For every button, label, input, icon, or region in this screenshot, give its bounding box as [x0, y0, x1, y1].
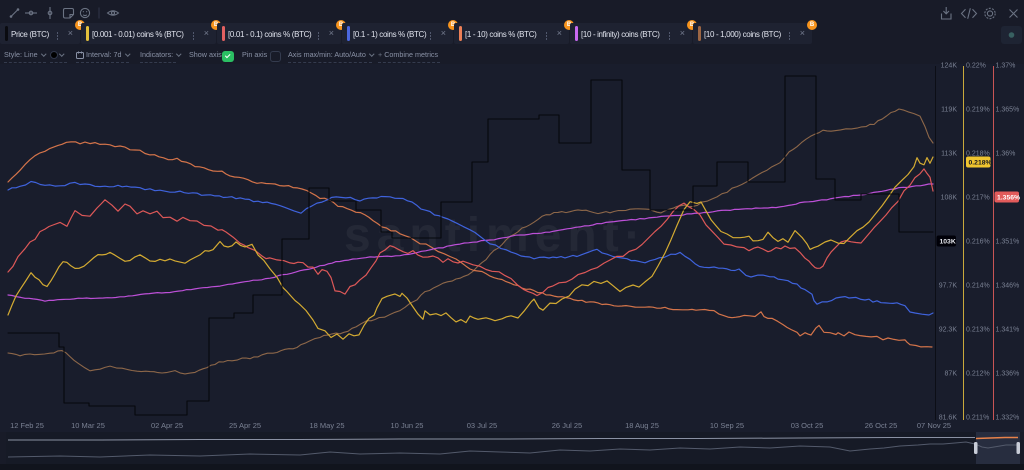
svg-text:18 Aug 25: 18 Aug 25 [625, 421, 659, 430]
svg-text:26 Jul 25: 26 Jul 25 [552, 421, 582, 430]
svg-text:1.365%: 1.365% [996, 107, 1020, 114]
svg-text:07 Nov 25: 07 Nov 25 [917, 421, 951, 430]
svg-text:18 May 25: 18 May 25 [309, 421, 344, 430]
svg-text:119K: 119K [941, 107, 957, 114]
svg-text:108K: 108K [941, 195, 958, 202]
svg-text:0.217%: 0.217% [966, 195, 990, 202]
svg-text:0.22%: 0.22% [966, 63, 986, 70]
svg-text:1.356%: 1.356% [997, 195, 1020, 202]
svg-text:10 Jun 25: 10 Jun 25 [391, 421, 424, 430]
svg-text:124K: 124K [941, 63, 958, 70]
svg-text:0.214%: 0.214% [966, 283, 990, 290]
svg-text:santiment·: santiment· [344, 209, 647, 262]
svg-text:1.36%: 1.36% [996, 151, 1016, 158]
svg-text:103K: 103K [940, 239, 956, 246]
svg-text:26 Oct 25: 26 Oct 25 [865, 421, 898, 430]
svg-text:81.6K: 81.6K [939, 415, 958, 422]
svg-text:1.336%: 1.336% [996, 371, 1020, 378]
svg-text:10 Mar 25: 10 Mar 25 [71, 421, 105, 430]
svg-text:0.218%: 0.218% [969, 160, 992, 167]
svg-text:25 Apr 25: 25 Apr 25 [229, 421, 261, 430]
svg-text:0.212%: 0.212% [966, 371, 990, 378]
svg-text:12 Feb 25: 12 Feb 25 [10, 421, 44, 430]
svg-text:03 Jul 25: 03 Jul 25 [467, 421, 497, 430]
svg-text:0.216%: 0.216% [966, 239, 990, 246]
svg-text:113K: 113K [941, 151, 957, 158]
svg-text:10 Sep 25: 10 Sep 25 [710, 421, 744, 430]
svg-text:87K: 87K [945, 371, 958, 378]
svg-text:0.213%: 0.213% [966, 327, 990, 334]
svg-text:1.351%: 1.351% [996, 239, 1020, 246]
svg-text:92.3K: 92.3K [939, 327, 958, 334]
svg-text:0.219%: 0.219% [966, 107, 990, 114]
svg-text:1.346%: 1.346% [996, 283, 1020, 290]
svg-text:1.341%: 1.341% [996, 327, 1020, 334]
svg-text:97.7K: 97.7K [939, 283, 958, 290]
svg-text:1.332%: 1.332% [996, 415, 1020, 422]
svg-text:1.37%: 1.37% [996, 63, 1016, 70]
svg-text:0.211%: 0.211% [966, 415, 989, 422]
svg-text:02 Apr 25: 02 Apr 25 [151, 421, 183, 430]
svg-text:0.218%: 0.218% [966, 151, 990, 158]
svg-text:03 Oct 25: 03 Oct 25 [791, 421, 824, 430]
